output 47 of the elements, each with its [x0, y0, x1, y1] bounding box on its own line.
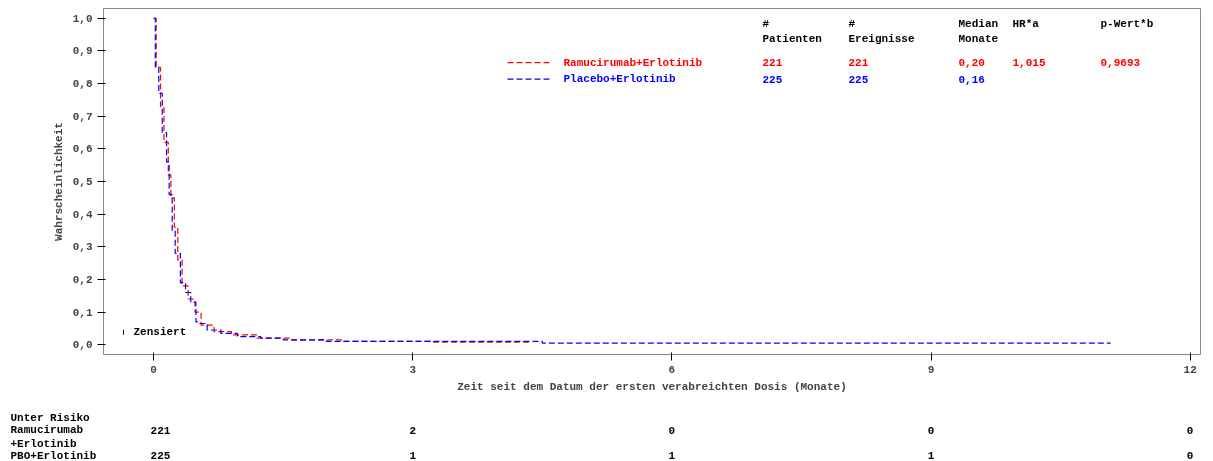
x-tick-label: 12 — [1183, 363, 1197, 376]
annotation: 225 — [762, 73, 783, 86]
annotation: Zensiert — [133, 326, 187, 339]
y-tick-label: 0,4 — [72, 208, 93, 221]
annotation: # Patienten — [762, 18, 822, 45]
text: Ramucirumab +Erlotinib — [10, 423, 84, 450]
x-tick-label: 3 — [409, 363, 417, 376]
y-tick-label: 0,5 — [72, 176, 93, 188]
annotation: 225 — [848, 73, 869, 86]
annotation: p-Wert*b — [1100, 18, 1154, 31]
text: 225 — [150, 450, 171, 461]
annotation: 0,20 — [958, 57, 985, 70]
y-tick-label: 0,2 — [72, 273, 93, 286]
y-tick-label: 0,0 — [72, 339, 93, 352]
x-axis-title: Zeit seit dem Datum der ersten verabreichten Dosis (Monate) — [457, 380, 847, 393]
annotation: 221 — [762, 57, 783, 70]
text: 0 — [1186, 425, 1194, 437]
y-tick-label: 0,3 — [72, 241, 93, 254]
text: 1 — [927, 450, 935, 461]
y-axis-title: Wahrscheinlichkeit — [52, 122, 65, 241]
text: Unter Risiko — [10, 411, 91, 424]
annotation: 221 — [848, 57, 869, 70]
annotation: HR*a — [1012, 18, 1040, 31]
y-tick-label: 0,6 — [72, 143, 93, 156]
text: PBO+Erlotinib — [10, 449, 97, 461]
y-tick-label: 0,9 — [72, 45, 93, 58]
text: 1 — [668, 450, 676, 461]
y-tick-label: 1,0 — [72, 12, 93, 25]
text: 221 — [150, 425, 171, 437]
annotation: # Ereignisse — [848, 18, 915, 45]
y-tick-label: 0,1 — [72, 306, 93, 319]
annotation: Median Monate — [958, 18, 999, 45]
y-tick-label: 0,8 — [72, 78, 93, 91]
x-tick-label: 6 — [668, 363, 676, 376]
x-tick-label: 9 — [927, 363, 935, 376]
annotation: 1,015 — [1012, 57, 1046, 70]
annotation: 0,9693 — [1100, 57, 1141, 70]
text: 1 — [409, 450, 417, 461]
annotation: 0,16 — [958, 73, 985, 86]
text: 0 — [927, 425, 935, 437]
text: 2 — [409, 425, 417, 437]
legend-label: Placebo+Erlotinib — [563, 73, 677, 86]
text: 0 — [668, 425, 676, 437]
x-tick-label: 0 — [150, 363, 157, 376]
y-tick-label: 0,7 — [72, 110, 93, 123]
legend-label: Ramucirumab+Erlotinib — [563, 56, 703, 69]
text: 0 — [1186, 450, 1194, 461]
